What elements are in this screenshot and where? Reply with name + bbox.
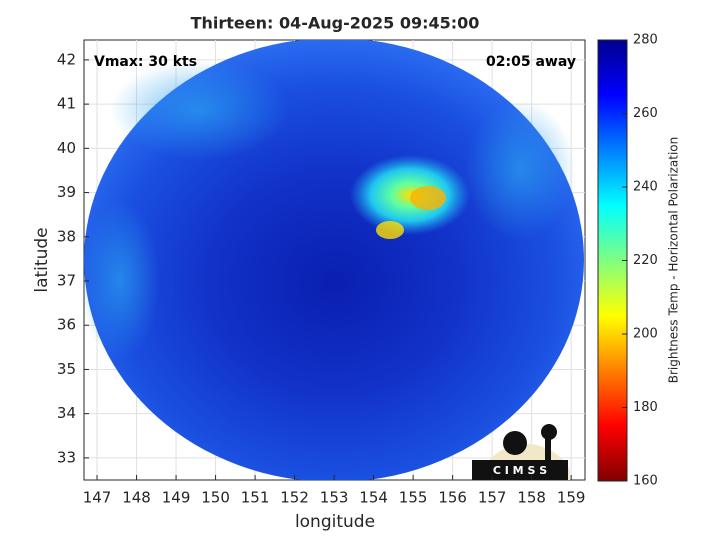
x-tick-label: 159 [557, 489, 586, 507]
y-axis-label: latitude [32, 227, 52, 292]
swath-image [84, 40, 584, 480]
colorbar-tick-label: 220 [633, 253, 658, 268]
colorbar-tick-label: 180 [633, 400, 658, 415]
x-tick-label: 156 [438, 489, 467, 507]
x-tick-label: 153 [320, 489, 349, 507]
colorbar-label: Brightness Temp - Horizontal Polarizatio… [667, 137, 681, 384]
x-axis-label: longitude [295, 512, 375, 532]
y-tick-label: 41 [57, 95, 76, 113]
y-tick-label: 36 [57, 316, 76, 334]
y-tick-label: 35 [57, 360, 76, 378]
x-tick-label: 150 [201, 489, 230, 507]
x-tick-label: 158 [517, 489, 546, 507]
colorbar-tick-label: 160 [633, 474, 658, 489]
chart-title: Thirteen: 04-Aug-2025 09:45:00 [191, 14, 480, 33]
x-tick-label: 154 [359, 489, 388, 507]
y-tick-label: 40 [57, 139, 76, 157]
x-tick-label: 152 [280, 489, 309, 507]
colorbar-tick-label: 260 [633, 106, 658, 121]
annotation: 02:05 away [486, 54, 576, 70]
y-tick-label: 37 [57, 272, 76, 290]
x-tick-label: 148 [122, 489, 151, 507]
x-tick-label: 147 [83, 489, 112, 507]
logo-text: C I M S S [493, 464, 547, 477]
y-tick-label: 33 [57, 448, 76, 466]
logo: C I M S S [472, 424, 570, 480]
colorbar-tick-label: 200 [633, 327, 658, 342]
x-tick-label: 149 [162, 489, 191, 507]
colorbar-tick-label: 280 [633, 33, 658, 48]
y-tick-label: 42 [57, 50, 76, 68]
y-tick-label: 34 [57, 404, 76, 422]
annotation: Vmax: 30 kts [94, 54, 197, 70]
y-tick-label: 38 [57, 227, 76, 245]
y-tick-label: 39 [57, 183, 76, 201]
colorbar-tick-label: 240 [633, 180, 658, 195]
x-tick-label: 151 [241, 489, 270, 507]
x-tick-label: 155 [399, 489, 428, 507]
x-tick-label: 157 [478, 489, 507, 507]
